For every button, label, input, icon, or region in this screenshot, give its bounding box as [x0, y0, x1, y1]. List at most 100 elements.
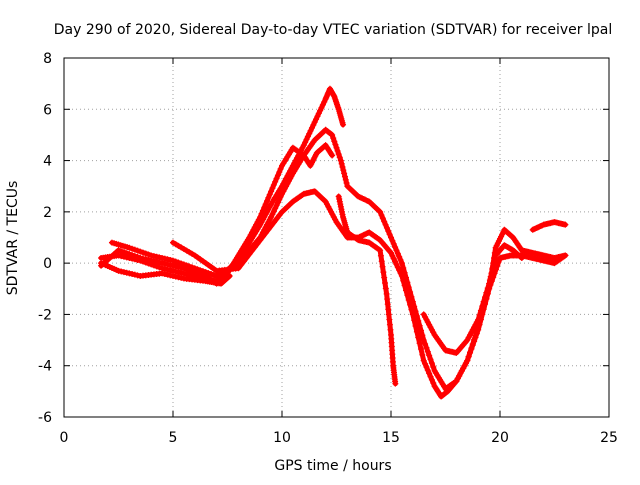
data-point [340, 167, 347, 174]
data-point [120, 249, 127, 256]
data-point [487, 273, 494, 280]
data-point [427, 356, 434, 363]
data-point [341, 173, 348, 180]
data-point [475, 316, 482, 323]
data-point [258, 210, 265, 217]
data-point [341, 170, 348, 177]
data-point [150, 253, 157, 260]
data-point [480, 298, 487, 305]
data-point [517, 254, 524, 261]
data-point [359, 195, 366, 202]
data-point [413, 328, 420, 335]
data-point [270, 181, 277, 188]
x-tick-label: 5 [169, 430, 178, 446]
data-point [159, 265, 166, 272]
data-point [537, 222, 544, 229]
data-point [535, 224, 542, 231]
data-point [134, 272, 141, 279]
data-point [120, 269, 127, 276]
data-point [533, 224, 540, 231]
data-point [268, 188, 275, 195]
data-point [308, 124, 315, 131]
data-point [392, 258, 399, 265]
data-point [467, 349, 474, 356]
data-point [404, 292, 411, 299]
data-point [159, 260, 166, 267]
data-point [328, 131, 335, 138]
data-point [259, 233, 266, 240]
data-point [330, 135, 337, 142]
data-point [115, 247, 122, 254]
data-point [411, 317, 418, 324]
data-point [131, 253, 138, 260]
data-point [118, 268, 125, 275]
data-point [299, 191, 306, 198]
data-point [261, 204, 268, 211]
y-tick-label: 0 [43, 256, 52, 272]
data-point [489, 266, 496, 273]
x-tick-label: 20 [491, 430, 509, 446]
data-point [226, 272, 233, 279]
data-point [385, 311, 392, 318]
data-point [359, 232, 366, 239]
series-trace [170, 188, 568, 399]
data-point [394, 250, 401, 257]
data-point [304, 133, 311, 140]
y-tick-label: 4 [43, 154, 52, 170]
data-point [420, 337, 427, 344]
data-point [183, 262, 190, 269]
data-point [257, 237, 264, 244]
data-point [477, 307, 484, 314]
data-point [311, 119, 318, 126]
data-point [272, 205, 279, 212]
y-tick-label: 6 [43, 102, 52, 118]
data-point [340, 121, 347, 128]
data-point [115, 267, 122, 274]
data-point [475, 326, 482, 333]
data-point [331, 138, 338, 145]
data-point [175, 259, 182, 266]
series-track-7 [529, 219, 569, 233]
data-point [238, 261, 245, 268]
data-point [396, 253, 403, 260]
data-point [356, 194, 363, 201]
data-point [452, 379, 459, 386]
data-point [562, 252, 569, 259]
data-point [355, 193, 362, 200]
y-tick-label: -6 [38, 410, 52, 426]
data-point [338, 160, 345, 167]
data-point [273, 175, 280, 182]
data-point [518, 255, 525, 262]
data-point [405, 297, 412, 304]
x-tick-label: 10 [273, 430, 291, 446]
data-point [175, 269, 182, 276]
data-point [246, 251, 253, 258]
data-point [159, 255, 166, 262]
data-point [430, 380, 437, 387]
y-tick-label: -2 [38, 307, 52, 323]
data-point [383, 224, 390, 231]
data-point [473, 330, 480, 337]
data-point [400, 264, 407, 271]
data-point [161, 271, 168, 278]
data-point [428, 376, 435, 383]
data-point [336, 154, 343, 161]
data-point [205, 270, 212, 277]
data-point [170, 262, 176, 269]
data-point [483, 289, 490, 296]
y-axis-label: SDTVAR / TECUs [5, 181, 21, 296]
data-point [337, 157, 344, 164]
data-point [484, 285, 491, 292]
data-point [164, 266, 171, 273]
data-point [386, 316, 393, 323]
data-point [375, 246, 382, 253]
x-tick-label: 15 [382, 430, 400, 446]
data-point [426, 352, 433, 359]
data-point [210, 272, 217, 279]
data-point [208, 271, 215, 278]
data-point [300, 142, 307, 149]
data-point [123, 269, 130, 276]
data-point [392, 380, 399, 387]
data-point [257, 213, 264, 220]
